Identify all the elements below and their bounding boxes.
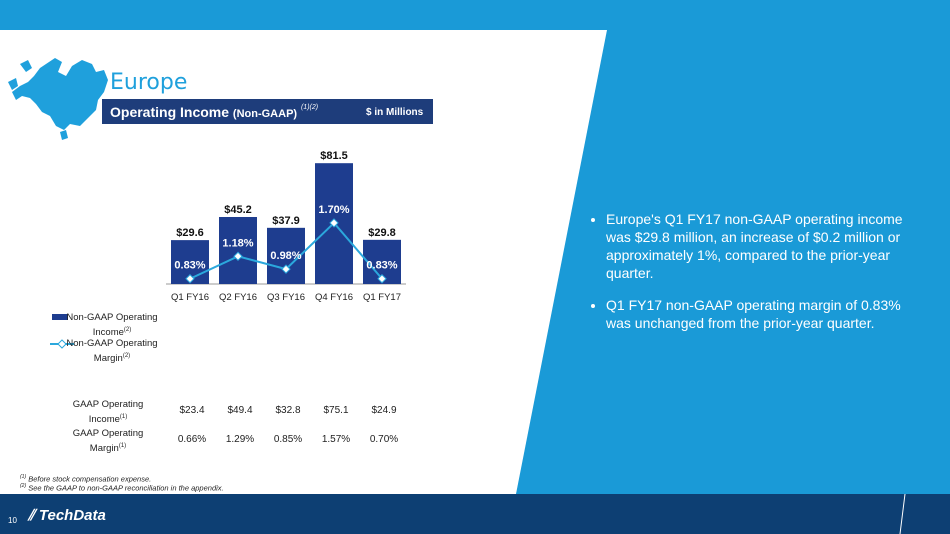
footnote-2-text: See the GAAP to non-GAAP reconciliation …: [28, 483, 224, 493]
gaap-income-q1fy16: $23.4: [179, 405, 205, 416]
europe-map-icon: [8, 58, 108, 140]
margin-value-label: 1.70%: [318, 204, 349, 216]
bullet-income: Europe's Q1 FY17 non-GAAP operating inco…: [606, 210, 910, 282]
margin-point: [329, 218, 339, 228]
bar-value-label: $29.6: [176, 227, 204, 239]
margin-value-label: 0.98%: [270, 250, 301, 262]
gaap-margin-label-text: GAAP Operating Margin: [72, 428, 144, 455]
legend-margin-text: Non-GAAP Operating Margin: [66, 338, 158, 365]
gaap-margin-footnote: (1): [118, 443, 127, 449]
gaap-income-q1fy17: $24.9: [371, 405, 397, 416]
gaap-income-q2fy16: $49.4: [227, 405, 253, 416]
header-title-main: Operating Income: [110, 104, 230, 120]
chart-header-bar: [102, 99, 433, 124]
gaap-margin-label: GAAP Operating Margin(1): [58, 428, 158, 455]
margin-point: [185, 274, 195, 284]
x-tick-label: Q1 FY17: [363, 292, 401, 303]
footnote-1-ref: (1): [20, 474, 27, 480]
bar-value-label: $45.2: [224, 204, 252, 216]
x-tick-label: Q2 FY16: [219, 292, 257, 303]
units-label: $ in Millions: [366, 107, 424, 118]
footnote-1: (1) Before stock compensation expense.: [20, 474, 151, 484]
gaap-income-label: GAAP Operating Income(1): [58, 399, 158, 426]
x-tick-label: Q1 FY16: [171, 292, 209, 303]
x-tick-label: Q3 FY16: [267, 292, 305, 303]
margin-value-label: 0.83%: [366, 260, 397, 272]
page-number: 10: [8, 516, 17, 525]
bar-q2-fy16: [219, 216, 257, 284]
header-subtitle: (Non-GAAP): [232, 108, 298, 120]
margin-point: [377, 274, 387, 284]
margin-point: [281, 264, 291, 274]
gaap-income-label-text: GAAP Operating Income: [72, 399, 144, 426]
gaap-margin-q3fy16: 0.85%: [273, 434, 303, 445]
gaap-income-q3fy16: $32.8: [275, 405, 301, 416]
margin-value-label: 0.83%: [174, 260, 205, 272]
legend-margin-label: Non-GAAP Operating Margin(2): [52, 338, 172, 365]
bar-value-label: $81.5: [320, 150, 348, 162]
footnote-2-ref: (2): [20, 483, 27, 489]
gaap-margin-q4fy16: 1.57%: [321, 434, 351, 445]
legend-margin-footnote: (2): [122, 353, 131, 359]
gaap-margin-q2fy16: 1.29%: [225, 434, 255, 445]
margin-point: [233, 251, 243, 261]
page-title: Europe: [110, 70, 188, 95]
margin-value-label: 1.18%: [222, 237, 253, 249]
x-tick-label: Q4 FY16: [315, 292, 353, 303]
commentary-bullets: Europe's Q1 FY17 non-GAAP operating inco…: [590, 210, 910, 346]
footnote-2: (2) See the GAAP to non-GAAP reconciliat…: [20, 483, 224, 493]
chart-header-title: Operating Income (Non-GAAP) (1)(2): [110, 104, 318, 120]
gaap-income-footnote: (1): [119, 414, 128, 420]
logo-text: TechData: [38, 507, 106, 524]
gaap-income-q4fy16: $75.1: [323, 405, 349, 416]
legend-income-text: Non-GAAP Operating Income: [66, 312, 158, 339]
bar-value-label: $37.9: [272, 215, 300, 227]
footnote-1-text: Before stock compensation expense.: [28, 474, 152, 484]
legend-bar-swatch: [52, 314, 68, 320]
bullet-margin: Q1 FY17 non-GAAP operating margin of 0.8…: [606, 296, 910, 332]
legend-income-label: Non-GAAP Operating Income(2): [52, 312, 172, 339]
bar-value-label: $29.8: [368, 227, 396, 239]
legend-income-footnote: (2): [123, 327, 132, 333]
tech-data-logo: ⫽ TechData: [28, 507, 106, 524]
tech-data-logo-icon: ⫽: [28, 507, 35, 524]
gaap-margin-q1fy16: 0.66%: [177, 434, 207, 445]
gaap-margin-q1fy17: 0.70%: [369, 434, 399, 445]
legend-line-swatch: [50, 339, 74, 349]
header-footnote-ref: (1)(2): [300, 104, 319, 111]
